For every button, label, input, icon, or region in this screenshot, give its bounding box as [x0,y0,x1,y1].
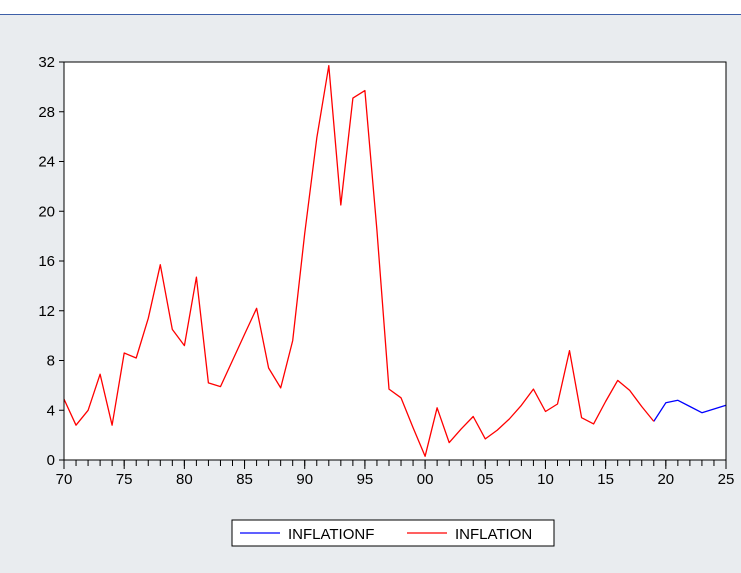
legend-label-inflation: INFLATION [455,526,532,543]
inflation-line [63,65,655,457]
y-tick-label: 24 [38,154,55,171]
y-tick-label: 20 [38,203,55,220]
forecast-series-group [653,399,727,422]
x-tick-label: 80 [176,471,193,488]
y-tick-label: 32 [38,54,55,71]
line-chart: 0 4 8 12 16 20 24 28 32 70 75 80 85 90 95 00 05 10 15 20 25… [38,54,735,547]
chart-area: 0 4 8 12 16 20 24 28 32 70 75 80 85 90 95 00 05 10 15 20 25… [0,15,741,573]
y-tick-label: 0 [47,452,55,469]
x-tick-label: 85 [236,471,253,488]
y-axis: 0 4 8 12 16 20 24 28 32 [38,54,64,469]
x-tick-label: 10 [537,471,554,488]
x-tick-label: 75 [116,471,133,488]
y-tick-label: 28 [38,104,55,121]
x-tick-label: 20 [657,471,674,488]
window-top-strip [0,0,741,15]
x-tick-label: 90 [296,471,313,488]
x-tick-label: 05 [477,471,494,488]
x-tick-label: 00 [417,471,434,488]
plot-background [64,62,726,460]
x-tick-label: 25 [718,471,735,488]
legend-box [231,519,555,547]
y-tick-label: 8 [47,353,55,370]
legend-label-inflationf: INFLATIONF [288,526,374,543]
legend: INFLATIONF INFLATION [231,519,555,547]
y-tick-label: 12 [38,303,55,320]
x-axis: 70 75 80 85 90 95 00 05 10 15 20 25 [56,460,735,488]
inflationf-line [653,399,727,422]
y-tick-label: 4 [47,402,55,419]
x-tick-label: 70 [56,471,73,488]
x-tick-label: 15 [597,471,614,488]
y-tick-label: 16 [38,253,55,270]
x-tick-label: 95 [357,471,374,488]
actual-series-group [63,65,655,457]
